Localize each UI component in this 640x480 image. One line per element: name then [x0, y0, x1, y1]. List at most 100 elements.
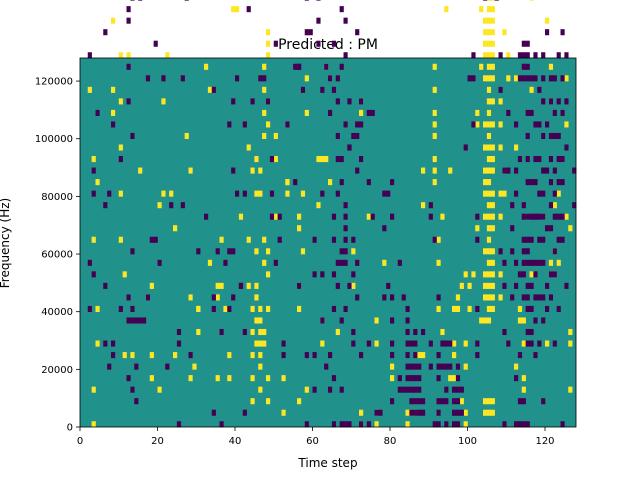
heatmap-cell-high [254, 156, 259, 163]
heatmap-cell-low [188, 352, 193, 359]
heatmap-cell-low [339, 63, 344, 70]
heatmap-cell-high [258, 167, 263, 174]
heatmap-cell-high [227, 352, 232, 359]
heatmap-cell-low [444, 398, 449, 405]
heatmap-cell-low [525, 63, 530, 70]
heatmap-cell-low [126, 294, 131, 301]
heatmap-cell-low [273, 40, 278, 47]
heatmap-cell-low [525, 213, 530, 220]
heatmap-cell-low [351, 328, 356, 336]
heatmap-cell-low [297, 63, 302, 70]
heatmap-cell-high [564, 121, 569, 128]
heatmap-cell-low [521, 213, 526, 220]
heatmap-cell-low [510, 248, 515, 255]
heatmap-cell-high [122, 352, 127, 359]
heatmap-cell-high [486, 52, 492, 59]
heatmap-cell-low [459, 409, 464, 416]
heatmap-cell-low [572, 202, 577, 209]
heatmap-cell-high [490, 75, 495, 82]
heatmap-cell-low [397, 386, 402, 393]
heatmap-cell-high [304, 386, 309, 393]
heatmap-cell-low [521, 52, 526, 59]
heatmap-cell-high [87, 86, 92, 93]
heatmap-cell-high [157, 386, 162, 393]
heatmap-cell-low [409, 363, 414, 370]
heatmap-cell-low [153, 236, 158, 243]
heatmap-cell-low [529, 213, 534, 220]
heatmap-cell-high [122, 271, 127, 278]
heatmap-cell-high [483, 248, 488, 255]
heatmap-cell-high [118, 52, 123, 59]
heatmap-cell-high [266, 398, 271, 405]
heatmap-cell-low [455, 398, 461, 405]
heatmap-cell-high [262, 86, 267, 93]
heatmap-cell-low [262, 75, 267, 82]
heatmap-cell-low [242, 190, 247, 197]
heatmap-cell-low [134, 317, 139, 324]
heatmap-cell-low [397, 375, 402, 382]
heatmap-cell-high [246, 236, 251, 243]
heatmap-cell-low [510, 202, 515, 209]
heatmap-cell-high [486, 29, 492, 36]
heatmap-cell-low [537, 156, 542, 163]
heatmap-cell-low [246, 6, 251, 13]
heatmap-cell-high [568, 328, 573, 336]
heatmap-cell-high [320, 340, 325, 347]
heatmap-cell-low [436, 352, 441, 359]
heatmap-cell-low [355, 29, 360, 36]
heatmap-cell-low [320, 86, 325, 93]
heatmap-cell-low [331, 86, 337, 93]
heatmap-cell-high [254, 294, 259, 301]
heatmap-cell-low [390, 294, 395, 301]
heatmap-cell-high [490, 259, 495, 266]
heatmap-cell-high [486, 179, 492, 186]
heatmap-cell-low [521, 75, 526, 82]
heatmap-cell-low [126, 98, 131, 105]
heatmap-cell-low [545, 167, 550, 174]
heatmap-cell-low [347, 421, 352, 428]
heatmap-cell-low [533, 179, 538, 186]
x-tick-label: 0 [77, 436, 83, 447]
heatmap-cell-high [91, 421, 96, 428]
heatmap-cell-low [316, 40, 321, 47]
heatmap-cell-low [312, 352, 317, 359]
heatmap-cell-high [421, 352, 426, 359]
heatmap-cell-high [486, 109, 492, 116]
heatmap-cell-high [405, 421, 410, 428]
heatmap-cell-high [486, 167, 492, 174]
heatmap-cell-high [486, 6, 492, 13]
heatmap-cell-low [103, 340, 108, 347]
heatmap-cell-high [483, 167, 488, 174]
heatmap-cell-low [331, 40, 337, 47]
heatmap-cell-high [374, 421, 379, 428]
heatmap-cell-high [490, 225, 495, 232]
heatmap-cell-low [510, 225, 515, 232]
heatmap-cell-high [173, 352, 178, 359]
heatmap-cell-high [149, 282, 154, 289]
heatmap-cell-high [188, 294, 193, 301]
heatmap-cell-low [335, 75, 340, 82]
heatmap-cell-low [452, 421, 457, 428]
heatmap-cell-low [556, 52, 561, 59]
heatmap-cell-low [196, 248, 201, 255]
heatmap-cell-low [514, 421, 519, 428]
heatmap-cell-low [324, 63, 329, 70]
heatmap-cell-high [486, 317, 492, 324]
heatmap-cell-low [130, 132, 135, 140]
heatmap-cell-high [250, 398, 255, 405]
heatmap-cell-low [436, 375, 441, 382]
heatmap-cell-low [145, 294, 151, 301]
heatmap-cell-low [413, 340, 418, 347]
heatmap-cell-high [196, 305, 201, 312]
heatmap-cell-low [502, 259, 507, 266]
heatmap-cell-low [517, 75, 523, 82]
heatmap-cell-low [111, 121, 116, 128]
heatmap-cell-low [87, 305, 92, 312]
heatmap-cell-low [343, 213, 348, 220]
heatmap-cell-high [262, 132, 267, 140]
heatmap-cell-high [483, 40, 488, 47]
heatmap-cell-low [552, 109, 557, 116]
heatmap-cell-low [304, 352, 309, 359]
heatmap-cell-high [556, 259, 561, 266]
heatmap-cell-low [130, 248, 135, 255]
